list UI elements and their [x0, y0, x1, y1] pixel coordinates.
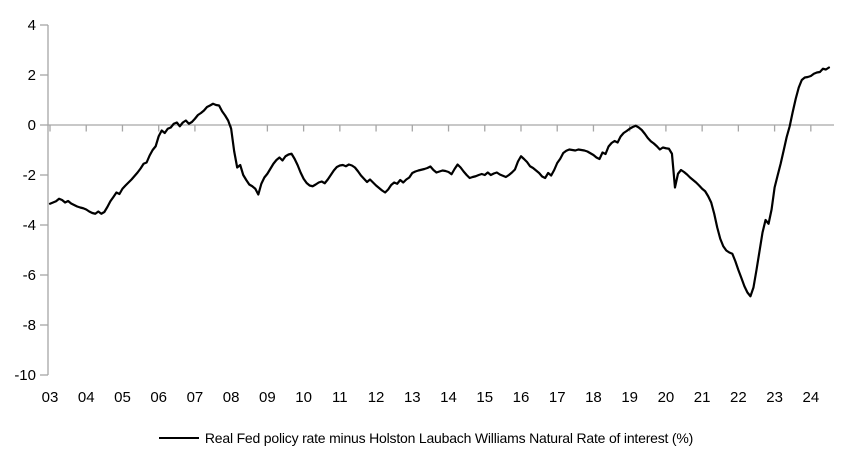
x-tick-label: 24 — [802, 389, 819, 406]
x-tick-label: 14 — [440, 389, 457, 406]
x-tick-label: 22 — [730, 389, 747, 406]
x-tick-label: 15 — [476, 389, 493, 406]
line-chart-plot: 03 04 05 06 07 08 09 10 11 12 13 14 15 16 17 18 19 20 21 22… — [14, 17, 834, 406]
legend-series-label: Real Fed policy rate minus Holston Lauba… — [204, 430, 694, 446]
y-tick-label: 0 — [28, 117, 36, 134]
x-tick-label: 20 — [658, 389, 675, 406]
y-tick-label: -6 — [23, 267, 36, 284]
x-tick-label: 17 — [549, 389, 566, 406]
x-tick-label: 08 — [223, 389, 240, 406]
y-tick-label: -10 — [14, 367, 36, 384]
y-tick-label: -8 — [23, 317, 36, 334]
x-tick-label: 07 — [187, 389, 204, 406]
y-tick-label: 2 — [28, 67, 36, 84]
x-tick-label: 09 — [259, 389, 276, 406]
x-tick-label: 11 — [332, 389, 348, 406]
x-tick-label: 12 — [368, 389, 385, 406]
y-tick-label: -2 — [23, 167, 36, 184]
x-tick-label: 04 — [78, 389, 95, 406]
x-tick-label: 18 — [585, 389, 602, 406]
x-tick-label: 21 — [694, 389, 711, 406]
x-tick-label: 19 — [621, 389, 638, 406]
x-tick-label: 13 — [404, 389, 421, 406]
y-tick-label: 4 — [28, 17, 36, 34]
x-tick-label: 16 — [513, 389, 530, 406]
y-tick-label: -4 — [23, 217, 36, 234]
x-tick-label: 05 — [114, 389, 131, 406]
x-tick-label: 06 — [150, 389, 167, 406]
x-tick-label: 23 — [766, 389, 783, 406]
x-tick-label: 10 — [295, 389, 312, 406]
legend-line-sample — [158, 437, 199, 439]
chart-legend: Real Fed policy rate minus Holston Lauba… — [0, 430, 852, 446]
series-line — [48, 66, 831, 298]
x-tick-label: 03 — [42, 389, 59, 406]
